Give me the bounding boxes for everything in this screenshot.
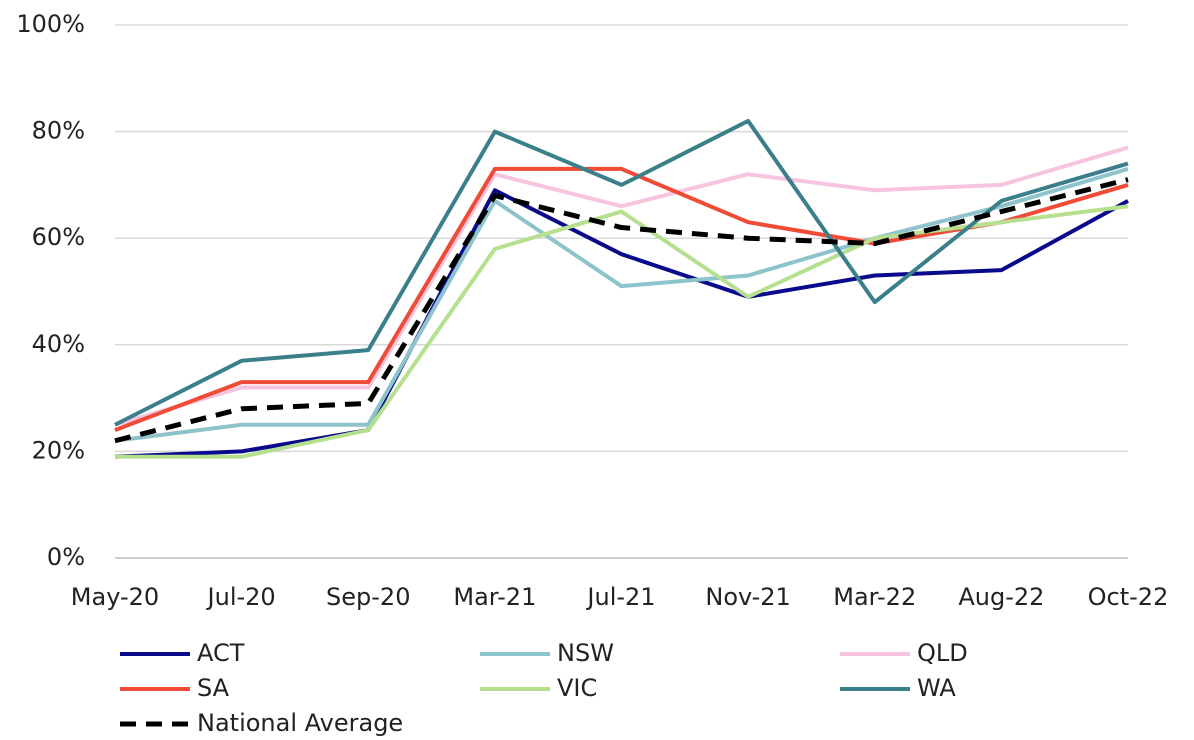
- x-tick-label: May-20: [71, 583, 159, 611]
- x-tick-label: Nov-21: [705, 583, 790, 611]
- y-tick-label: 80%: [32, 117, 85, 145]
- legend-label: NSW: [557, 639, 614, 667]
- legend-label: VIC: [557, 674, 597, 702]
- x-tick-label: Aug-22: [958, 583, 1044, 611]
- y-tick-label: 100%: [16, 10, 85, 38]
- series-line: [114, 177, 1129, 444]
- x-tick-label: Oct-22: [1088, 583, 1169, 611]
- x-tick-label: Sep-20: [326, 583, 410, 611]
- x-tick-label: Jul-21: [585, 583, 655, 611]
- x-tick-label: Jul-20: [206, 583, 276, 611]
- y-tick-label: 20%: [32, 436, 85, 464]
- y-tick-label: 60%: [32, 223, 85, 251]
- series-line: [114, 118, 1129, 427]
- legend-label: QLD: [917, 639, 968, 667]
- y-tick-label: 40%: [32, 330, 85, 358]
- series-line: [115, 204, 1129, 459]
- y-tick-label: 0%: [47, 543, 85, 571]
- legend-label: SA: [197, 674, 230, 702]
- x-tick-label: Mar-22: [833, 583, 916, 611]
- legend-label: ACT: [197, 639, 245, 667]
- x-tick-label: Mar-21: [453, 583, 536, 611]
- series-line: [114, 188, 1129, 459]
- legend-label: National Average: [197, 709, 403, 737]
- series-line: [114, 145, 1129, 427]
- legend-label: WA: [917, 674, 956, 702]
- series-line: [114, 166, 1129, 443]
